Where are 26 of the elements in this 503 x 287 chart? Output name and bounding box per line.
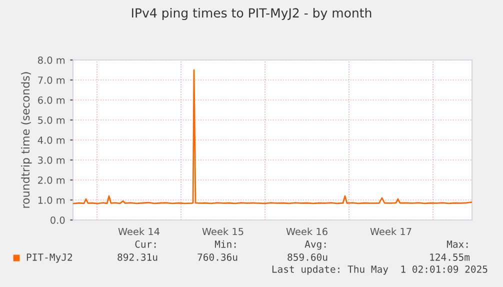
y-tick-label: 5.0 m <box>38 116 65 124</box>
x-tick-label: Week 14 <box>118 228 160 236</box>
y-tick-label: 8.0 m <box>38 56 65 64</box>
y-tick-label: 6.0 m <box>38 96 65 104</box>
chart-title: IPv4 ping times to PIT-MyJ2 - by month <box>132 8 372 20</box>
text: Cur: <box>135 240 156 248</box>
y-tick-label: 7.0 m <box>38 76 65 84</box>
x-tick-label: Week 16 <box>286 228 328 236</box>
text: 859.60u <box>288 253 328 261</box>
y-axis-title: roundtrip time (seconds) <box>21 72 32 208</box>
y-tick-label: 0.0 <box>50 216 65 224</box>
text: Max: <box>446 240 468 248</box>
line-series <box>73 69 472 204</box>
x-tick-label: Week 15 <box>202 228 244 236</box>
text: 760.36u <box>198 253 238 261</box>
text: 124.55m <box>430 253 470 261</box>
x-tick-label: Week 17 <box>370 228 412 236</box>
text: Min: <box>214 240 236 248</box>
y-tick-label: 3.0 m <box>38 156 65 164</box>
text: 892.31u <box>118 253 158 261</box>
y-tick-label: 4.0 m <box>38 136 65 144</box>
legend-label: PIT-MyJ2 <box>26 253 72 263</box>
text: Avg: <box>304 240 326 250</box>
text: Last update: Thu May 1 02:01:09 2025 <box>272 265 488 275</box>
y-tick-label: 2.0 m <box>38 176 65 184</box>
y-tick-label: 1.0 m <box>38 196 65 204</box>
